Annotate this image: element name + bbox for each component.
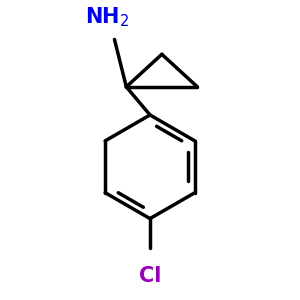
Text: Cl: Cl	[139, 266, 161, 286]
Text: NH$_2$: NH$_2$	[85, 5, 129, 29]
